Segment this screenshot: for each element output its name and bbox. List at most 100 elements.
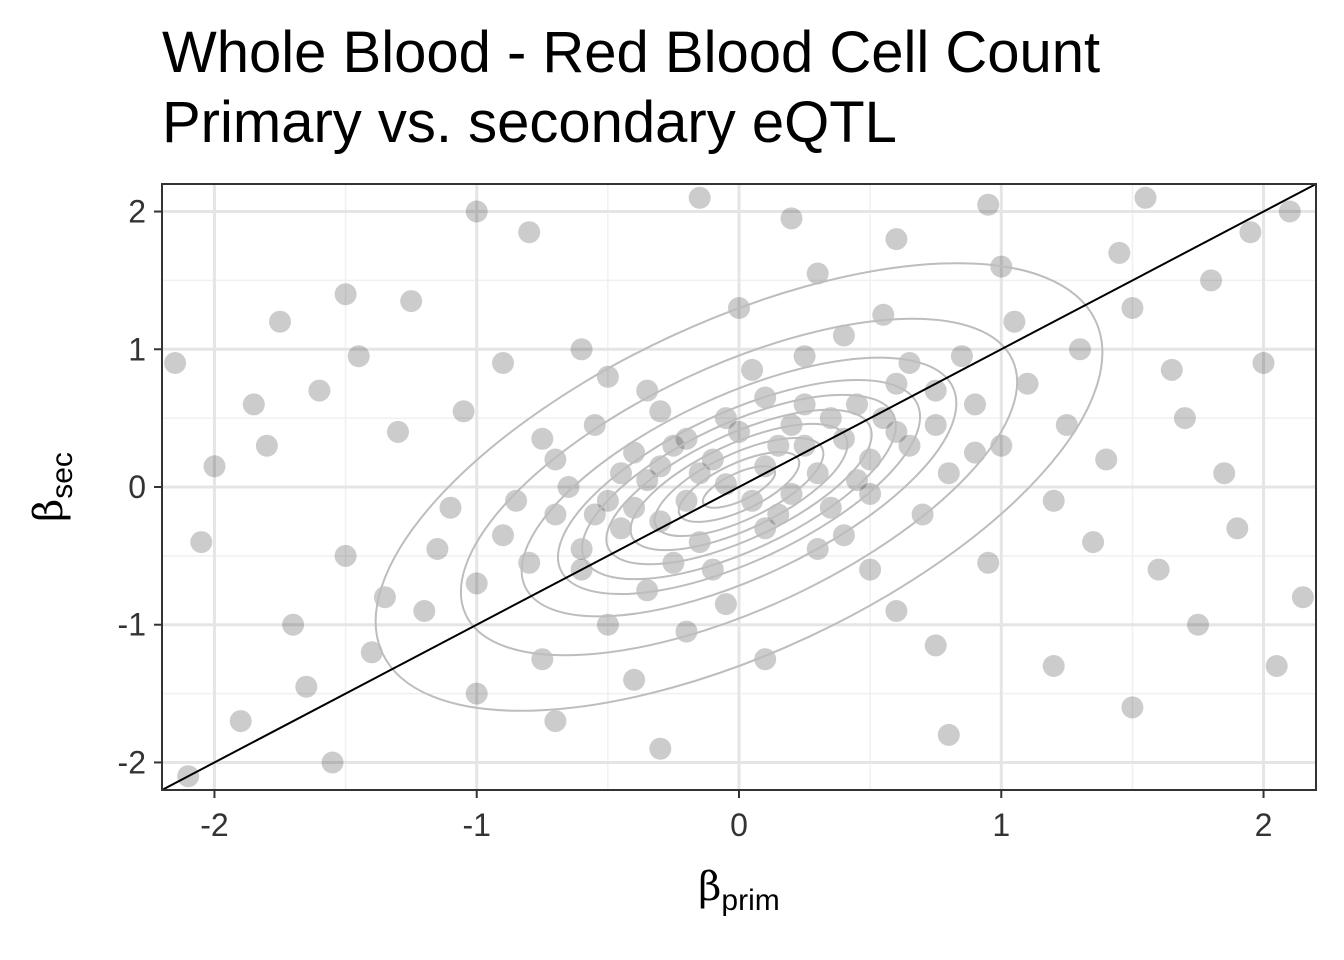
data-point xyxy=(1082,531,1105,554)
data-point xyxy=(636,379,659,402)
data-point xyxy=(1095,448,1118,471)
data-point xyxy=(308,379,331,402)
data-point xyxy=(964,393,986,416)
data-point xyxy=(1200,269,1223,292)
data-point xyxy=(846,469,868,492)
y-axis-ticks: -2 -1 0 1 2 xyxy=(118,194,162,780)
data-point xyxy=(859,558,882,581)
data-point xyxy=(832,324,855,347)
data-point xyxy=(505,489,528,512)
x-tick-label: -1 xyxy=(463,807,491,843)
data-point xyxy=(203,455,226,478)
data-point xyxy=(295,675,318,698)
data-point xyxy=(229,710,252,733)
density-contour xyxy=(459,317,1019,657)
data-point xyxy=(334,283,357,306)
data-point xyxy=(1069,338,1091,361)
density-contour xyxy=(520,356,958,618)
x-axis-title: βprim xyxy=(698,864,779,917)
data-point xyxy=(1121,696,1144,719)
data-point xyxy=(898,434,921,457)
data-point xyxy=(924,414,947,436)
data-point xyxy=(1160,358,1183,381)
data-point xyxy=(1213,462,1236,485)
data-point xyxy=(1042,489,1065,512)
x-tick-label: -2 xyxy=(200,807,228,843)
density-contour xyxy=(677,451,801,523)
data-point xyxy=(334,544,357,567)
data-point xyxy=(623,668,646,691)
data-point xyxy=(518,221,541,244)
data-point xyxy=(1121,297,1144,319)
data-point xyxy=(1042,655,1065,677)
density-contour xyxy=(653,436,825,538)
data-point xyxy=(937,462,960,485)
data-point xyxy=(885,600,908,622)
data-point xyxy=(426,538,449,560)
data-point xyxy=(321,751,344,774)
density-contour xyxy=(581,393,897,581)
data-point xyxy=(400,290,423,313)
reference-line xyxy=(162,184,1316,790)
data-point xyxy=(793,345,816,368)
data-point xyxy=(832,427,855,450)
reference-line-layer xyxy=(162,184,1316,790)
data-point xyxy=(255,434,278,457)
data-point xyxy=(1252,352,1275,374)
data-point xyxy=(806,262,829,285)
y-tick-label: -1 xyxy=(118,607,146,643)
y-axis-title-symbol: β xyxy=(26,499,72,522)
data-point xyxy=(269,310,291,333)
data-point xyxy=(1291,586,1314,609)
y-tick-label: 1 xyxy=(128,331,146,367)
data-point xyxy=(741,358,764,381)
data-point xyxy=(649,400,672,423)
data-point xyxy=(531,648,554,671)
chart-title-line-1: Whole Blood - Red Blood Cell Count xyxy=(162,20,1101,85)
data-point xyxy=(347,345,370,368)
data-point xyxy=(964,441,986,464)
data-point xyxy=(164,352,187,374)
data-point xyxy=(780,207,803,230)
data-point xyxy=(950,345,973,368)
data-point xyxy=(190,531,213,554)
data-point xyxy=(544,503,567,526)
x-tick-label: 2 xyxy=(1255,807,1273,843)
data-point xyxy=(465,200,488,223)
data-point xyxy=(714,473,737,496)
data-point xyxy=(754,517,777,540)
data-point xyxy=(977,193,1000,216)
data-point xyxy=(1278,200,1301,223)
data-point xyxy=(924,634,947,657)
data-point xyxy=(360,641,383,664)
data-point xyxy=(465,572,488,595)
data-point xyxy=(1239,221,1262,244)
data-point xyxy=(806,462,829,485)
data-point xyxy=(924,379,947,402)
data-point xyxy=(649,737,672,760)
data-point xyxy=(885,228,908,251)
data-point xyxy=(387,420,409,443)
data-point xyxy=(1003,310,1026,333)
data-point xyxy=(636,579,659,602)
data-point xyxy=(1187,613,1209,636)
data-point xyxy=(675,489,698,512)
data-point xyxy=(741,489,764,512)
data-point xyxy=(242,393,265,416)
data-point xyxy=(623,496,646,519)
data-point xyxy=(714,407,737,430)
x-axis-title-symbol: β xyxy=(698,864,721,910)
data-point xyxy=(583,414,606,436)
data-point xyxy=(492,352,514,374)
y-tick-label: 2 xyxy=(128,194,146,230)
data-point xyxy=(282,613,305,636)
density-contours xyxy=(374,262,1104,712)
data-point xyxy=(1226,517,1249,540)
chart-title-line-2: Primary vs. secondary eQTL xyxy=(162,90,897,155)
data-point xyxy=(465,682,488,705)
x-tick-label: 1 xyxy=(992,807,1010,843)
y-tick-label: 0 xyxy=(128,469,146,505)
data-point xyxy=(1055,414,1078,436)
chart-title: Whole Blood - Red Blood Cell Count Prima… xyxy=(162,18,1100,158)
